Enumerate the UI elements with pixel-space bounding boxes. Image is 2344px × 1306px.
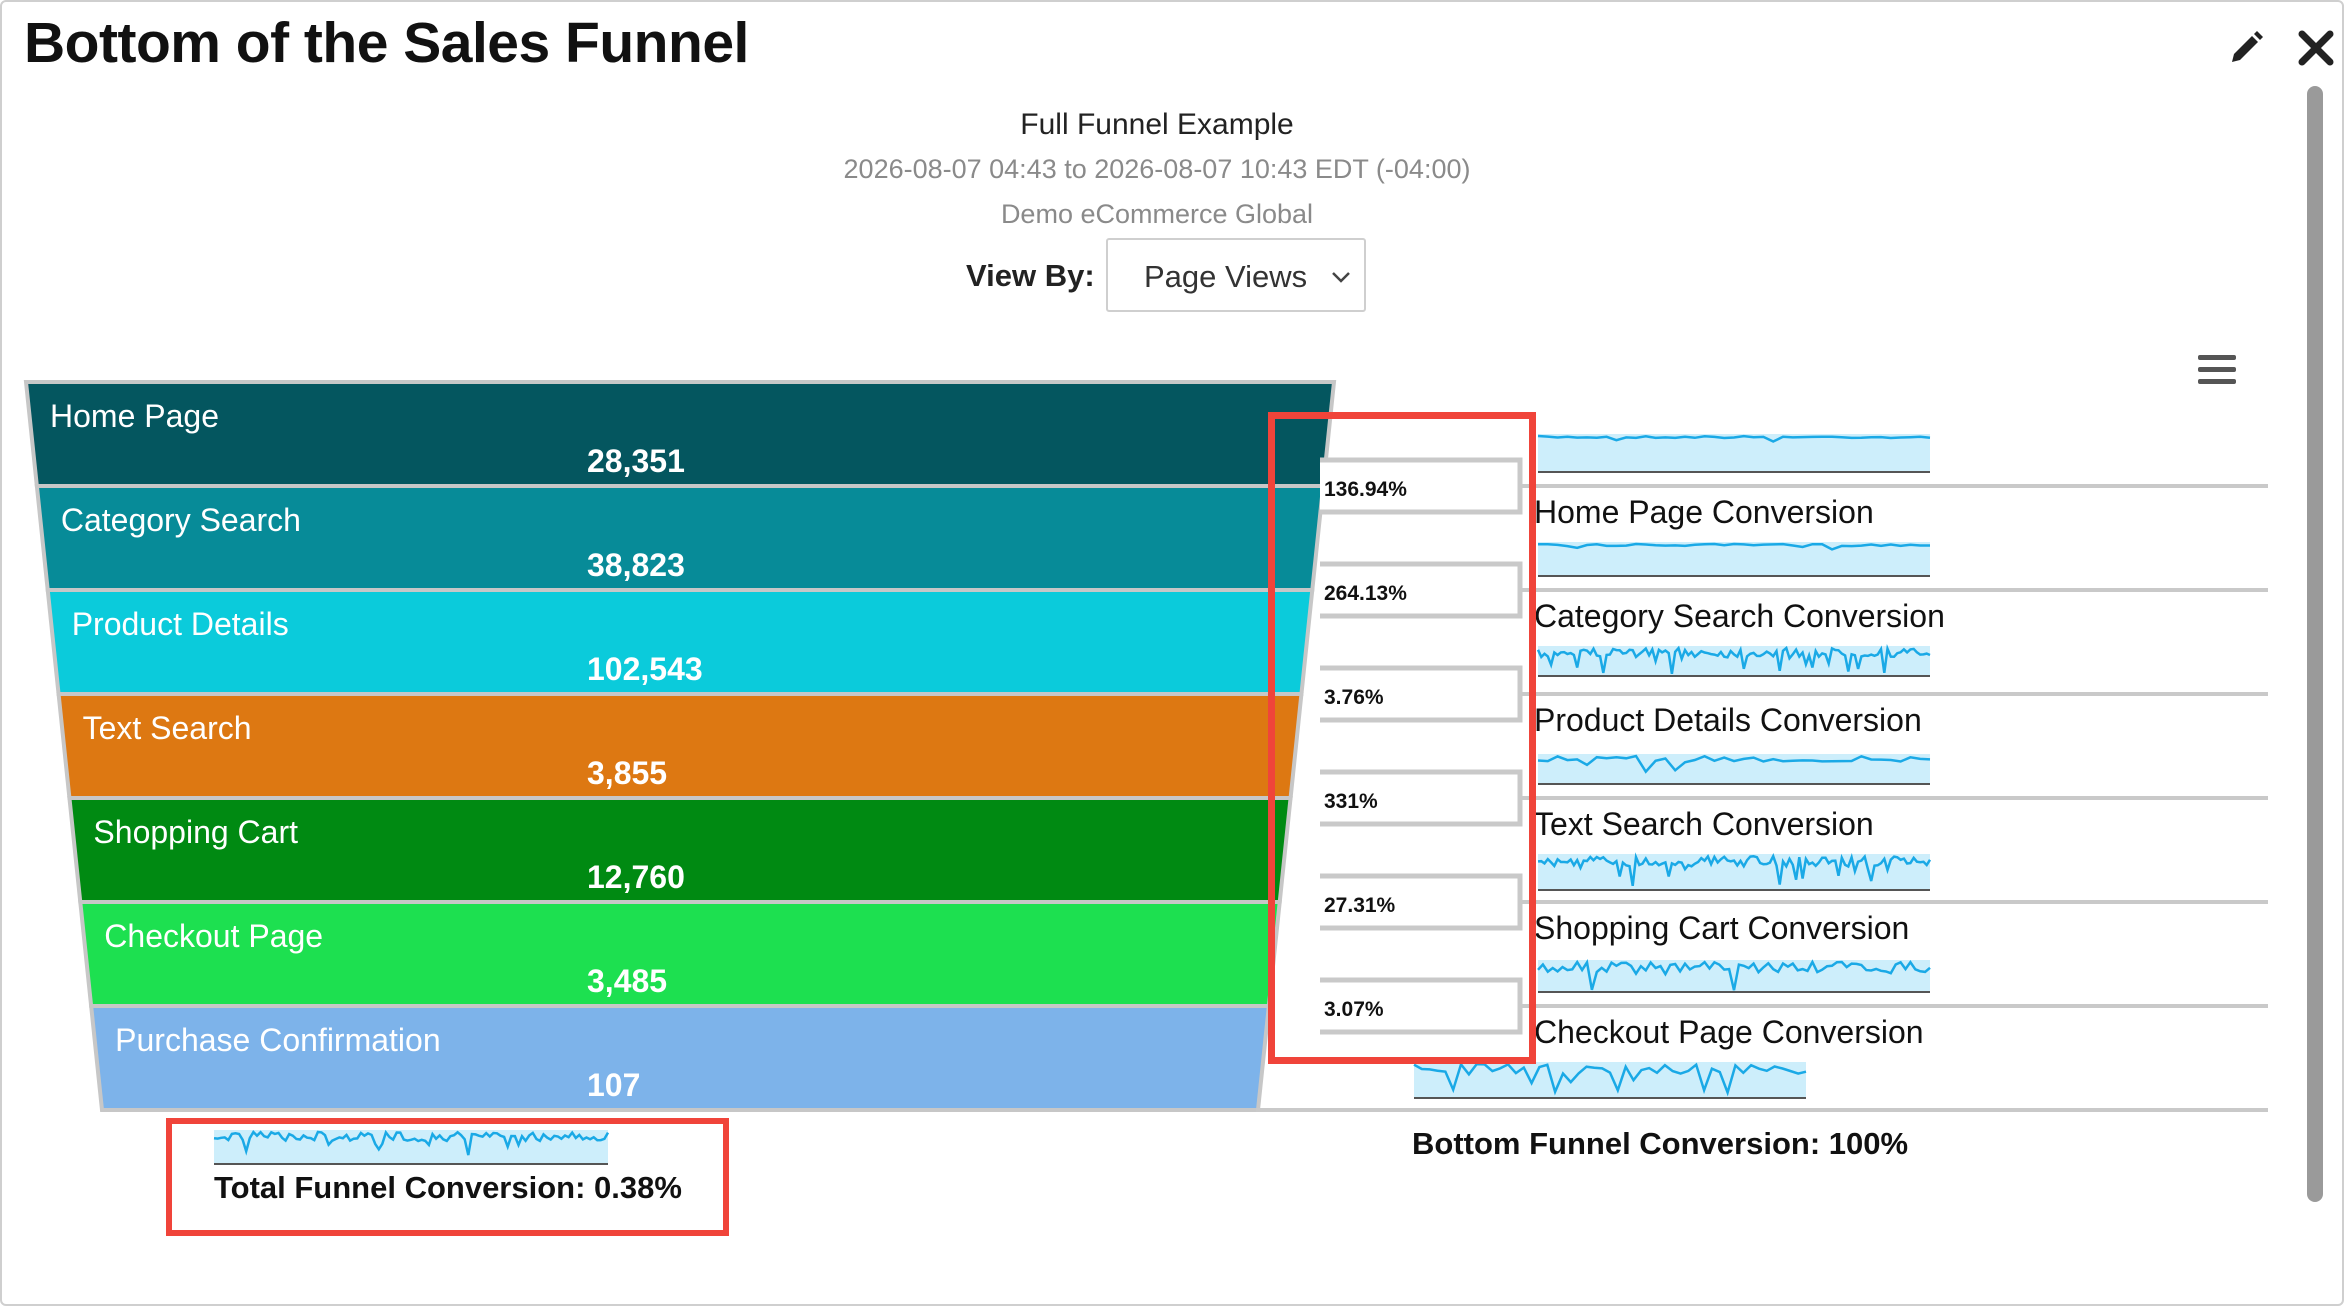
close-icon[interactable] [2292, 24, 2340, 72]
funnel-stage-value: 102,543 [587, 651, 703, 687]
sparkline-line [1537, 434, 1931, 443]
sparkline-line [1536, 643, 1931, 674]
step-conversion-highlight [1268, 412, 1536, 1064]
step-conversion-value: 136.94% [1324, 478, 1407, 501]
conversion-label: Product Details Conversion [1534, 702, 1922, 738]
sparkline-area [1538, 434, 1930, 472]
conversion-label: Text Search Conversion [1534, 806, 1874, 842]
step-conversion-box [1320, 561, 1523, 619]
purchase-confirmation-sparkline [1413, 1061, 1807, 1099]
text-search-sparkline [1537, 754, 1931, 785]
category-search-sparkline [1538, 542, 1930, 577]
funnel-stage-name: Purchase Confirmation [115, 1022, 440, 1058]
funnel-stage-value: 107 [587, 1067, 640, 1103]
step-conversion-value: 264.13% [1324, 582, 1407, 605]
funnel-stage-name: Shopping Cart [93, 814, 298, 850]
shopping-cart-sparkline [1537, 852, 1932, 891]
step-conversion-value: 3.76% [1324, 686, 1384, 709]
funnel-stage-value: 3,485 [587, 963, 667, 999]
scrollbar[interactable] [2302, 86, 2328, 1206]
funnel-stage-value: 38,823 [587, 547, 685, 583]
sparkline-line [213, 1129, 610, 1156]
view-by-label: View By: [966, 258, 1095, 293]
total-conversion-highlight [166, 1118, 729, 1236]
sparkline-line [1537, 852, 1932, 887]
view-by-selected-value: Page Views [1144, 259, 1308, 294]
sparkline-area [1414, 1062, 1806, 1098]
scrollbar-thumb[interactable] [2307, 86, 2323, 1202]
step-conversion-box [1320, 769, 1523, 827]
funnel-stage-name: Category Search [61, 502, 301, 538]
total-funnel-conversion: Total Funnel Conversion: 0.38% [214, 1170, 682, 1205]
funnel-stage-value: 12,760 [587, 859, 685, 895]
hamburger-menu-icon[interactable] [2196, 352, 2238, 388]
funnel-stage-value: 3,855 [587, 755, 667, 791]
funnel-stage-name: Product Details [72, 606, 289, 642]
checkout-page-sparkline [1537, 959, 1931, 993]
step-conversion-box [1320, 977, 1523, 1035]
sparkline-line [1537, 754, 1931, 774]
sparkline-line [1413, 1061, 1807, 1097]
sparkline-area [1538, 542, 1930, 576]
site-name: Demo eCommerce Global [1000, 199, 1314, 229]
product-details-sparkline [1536, 643, 1931, 677]
conversion-label: Home Page Conversion [1534, 494, 1874, 530]
bottom-funnel-conversion: Bottom Funnel Conversion: 100% [1412, 1126, 1909, 1161]
sparkline-line [1538, 542, 1930, 551]
funnel-stage-name: Checkout Page [104, 918, 323, 954]
funnel-chart: Home Page 28,351 Category Search 38,823 Prod… [23, 380, 2268, 1165]
sparkline-area [1538, 646, 1930, 676]
conversion-label: Shopping Cart Conversion [1534, 910, 1909, 946]
home-page-sparkline [1537, 434, 1931, 473]
funnel-stage-name: Text Search [83, 710, 252, 746]
conversion-label: Checkout Page Conversion [1534, 1014, 1924, 1050]
panel-title: Bottom of the Sales Funnel [24, 11, 749, 75]
step-conversion-box [1320, 665, 1523, 723]
pencil-icon[interactable] [2224, 26, 2268, 70]
report-title: Full Funnel Example [1020, 108, 1294, 141]
step-conversion-value: 331% [1324, 790, 1378, 813]
step-conversion-value: 27.31% [1324, 894, 1396, 917]
view-by-select[interactable]: Page Views [1106, 238, 1366, 312]
step-conversion-box [1320, 873, 1523, 931]
funnel-stage-name: Home Page [50, 398, 219, 434]
total-funnel-sparkline [213, 1129, 610, 1165]
date-range: 2026-08-07 04:43 to 2026-08-07 10:43 EDT… [843, 154, 1471, 184]
conversion-label: Category Search Conversion [1534, 598, 1945, 634]
step-conversion-value: 3.07% [1324, 998, 1384, 1021]
chevron-down-icon [1332, 272, 1350, 283]
step-conversion-box [1320, 457, 1523, 515]
funnel-stage-value: 28,351 [587, 443, 685, 479]
sparkline-line [1537, 959, 1931, 991]
